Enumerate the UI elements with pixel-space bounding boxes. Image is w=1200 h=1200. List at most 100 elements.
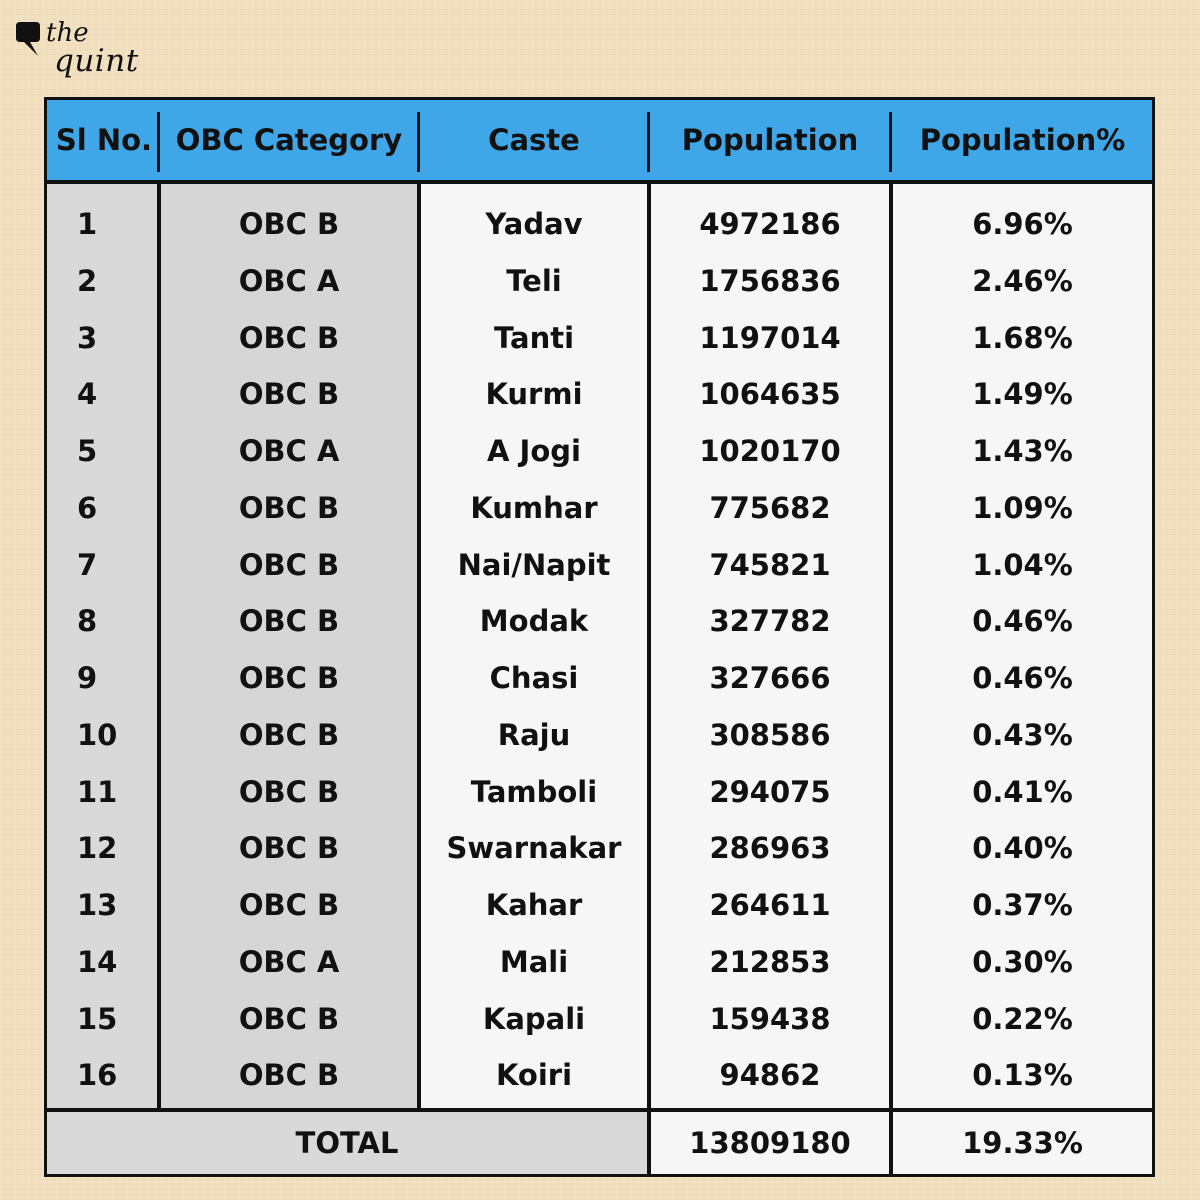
cell-sl-no: 2	[77, 263, 98, 298]
cell-population: 1020170	[699, 434, 841, 468]
cell-obc-category: OBC B	[238, 207, 340, 241]
cell-population: 4972186	[699, 207, 841, 241]
cell-caste: Mali	[499, 944, 569, 979]
cell-population: 264611	[709, 888, 831, 922]
column-caste	[421, 184, 647, 1108]
cell-population-percent: 0.46%	[972, 661, 1073, 695]
total-percent-cell	[893, 1112, 1152, 1174]
cell-caste: Teli	[506, 263, 562, 298]
cell-caste: Nai/Napit	[457, 547, 611, 582]
cell-population: 745821	[709, 547, 831, 582]
cell-population-percent: 1.43%	[972, 434, 1073, 468]
cell-obc-category: OBC B	[238, 717, 340, 752]
cell-obc-category: OBC B	[238, 490, 340, 525]
cell-sl-no: 10	[77, 717, 118, 752]
cell-population-percent: 6.96%	[972, 207, 1073, 241]
cell-population-percent: 0.13%	[972, 1058, 1073, 1093]
total-population: 13809180	[689, 1126, 851, 1160]
cell-sl-no: 15	[77, 1001, 118, 1036]
cell-population: 1756836	[699, 263, 841, 298]
cell-obc-category: OBC A	[238, 434, 340, 468]
cell-sl-no: 13	[77, 888, 118, 922]
header-divider	[417, 112, 420, 172]
cell-obc-category: OBC B	[238, 547, 340, 582]
header-divider	[157, 112, 160, 172]
cell-sl-no: 12	[77, 831, 118, 866]
cell-sl-no: 3	[77, 320, 98, 355]
cell-population-percent: 2.46%	[972, 263, 1073, 298]
cell-caste: Kapali	[482, 1001, 586, 1036]
cell-caste: Kurmi	[485, 377, 583, 412]
column-obc-category	[161, 184, 417, 1108]
column-divider	[889, 184, 893, 1174]
cell-population-percent: 1.49%	[972, 377, 1073, 412]
cell-caste: Kumhar	[470, 490, 598, 525]
cell-population-percent: 1.09%	[972, 490, 1073, 525]
cell-population: 775682	[709, 490, 831, 525]
cell-caste: Raju	[497, 717, 571, 752]
logo-text-the: the	[46, 18, 89, 48]
cell-obc-category: OBC B	[238, 1058, 340, 1093]
cell-population-percent: 0.37%	[972, 888, 1073, 922]
cell-population-percent: 0.43%	[972, 717, 1073, 752]
cell-population: 159438	[709, 1001, 831, 1036]
column-population	[651, 184, 889, 1108]
table-header: Sl No. OBC Category Caste Population Pop…	[47, 100, 1152, 180]
cell-population: 327666	[709, 661, 831, 695]
cell-obc-category: OBC B	[238, 831, 340, 866]
speech-bubble-icon	[16, 22, 40, 56]
total-population-cell	[651, 1112, 889, 1174]
cell-obc-category: OBC B	[238, 888, 340, 922]
column-divider	[157, 184, 161, 1108]
cell-obc-category: OBC A	[238, 263, 340, 298]
cell-population: 327782	[709, 604, 831, 639]
cell-sl-no: 7	[77, 547, 98, 582]
cell-sl-no: 1	[77, 207, 98, 241]
cell-caste: Tamboli	[470, 774, 598, 809]
column-sl-no	[47, 184, 157, 1108]
total-label-cell	[47, 1112, 647, 1174]
cell-obc-category: OBC B	[238, 661, 340, 695]
cell-population: 286963	[709, 831, 831, 866]
header-caste: Caste	[488, 123, 580, 157]
cell-obc-category: OBC B	[238, 320, 340, 355]
header-divider	[889, 112, 892, 172]
cell-population: 1197014	[699, 320, 841, 355]
cell-population: 212853	[709, 944, 831, 979]
cell-sl-no: 8	[77, 604, 98, 639]
column-divider	[647, 184, 651, 1174]
cell-caste: Modak	[479, 604, 589, 639]
cell-population-percent: 0.30%	[972, 944, 1073, 979]
cell-population-percent: 1.68%	[972, 320, 1073, 355]
obc-caste-population-table: Sl No. OBC Category Caste Population Pop…	[44, 97, 1155, 1177]
header-bottom-border	[47, 180, 1152, 184]
cell-population-percent: 1.04%	[972, 547, 1073, 582]
cell-population: 94862	[719, 1058, 821, 1093]
cell-obc-category: OBC B	[238, 1001, 340, 1036]
cell-obc-category: OBC B	[238, 774, 340, 809]
header-divider	[647, 112, 650, 172]
cell-population: 1064635	[699, 377, 841, 412]
logo-text-quint: quint	[54, 43, 139, 79]
cell-caste: Swarnakar	[446, 831, 622, 866]
cell-obc-category: OBC B	[238, 604, 340, 639]
cell-population-percent: 0.40%	[972, 831, 1073, 866]
the-quint-logo: the quint	[16, 18, 139, 84]
total-label: TOTAL	[295, 1126, 399, 1160]
column-divider	[417, 184, 421, 1108]
cell-sl-no: 16	[77, 1058, 118, 1093]
header-population: Population	[681, 123, 859, 157]
column-population-percent	[893, 184, 1152, 1108]
cell-sl-no: 4	[77, 377, 98, 412]
cell-sl-no: 6	[77, 490, 98, 525]
cell-caste: Tanti	[493, 320, 575, 355]
cell-caste: Koiri	[495, 1058, 573, 1093]
cell-sl-no: 11	[77, 774, 118, 809]
cell-population-percent: 0.46%	[972, 604, 1073, 639]
total-percent: 19.33%	[962, 1126, 1083, 1160]
cell-population: 294075	[709, 774, 831, 809]
cell-obc-category: OBC B	[238, 377, 340, 412]
cell-caste: Kahar	[485, 888, 583, 922]
cell-sl-no: 5	[77, 434, 98, 468]
cell-sl-no: 14	[77, 944, 118, 979]
